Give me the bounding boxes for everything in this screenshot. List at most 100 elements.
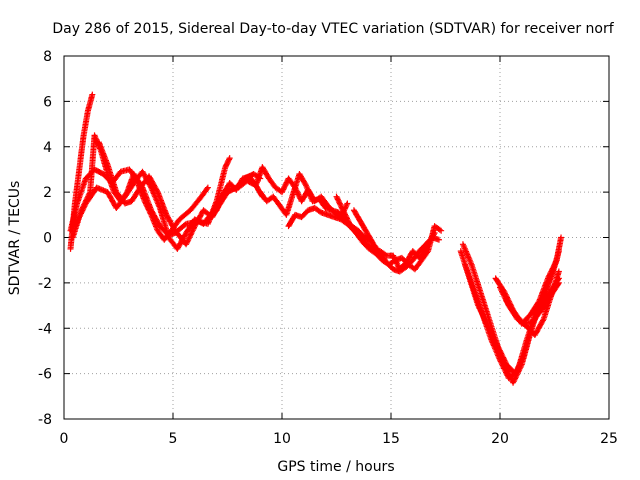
data-point [279,189,285,196]
data-point-run [513,312,526,326]
data-point [390,252,397,259]
data-point-run [266,176,278,190]
data-point-run [530,308,544,324]
data-point [333,193,340,200]
data-point-run [360,240,372,251]
data-point-run [80,109,91,137]
data-point-run [371,242,383,256]
data-point-run [469,263,483,294]
data-point [89,91,96,98]
y-tick-label: -4 [38,321,52,337]
data-point-run [114,190,128,206]
data-point-run [317,197,328,210]
data-point-run [155,190,169,217]
data-point [553,257,560,264]
data-point-run [417,242,428,253]
data-point-run [214,192,226,212]
data-point-run [528,299,542,317]
data-point-run [398,264,408,274]
data-point-run [340,208,352,226]
x-axis-label: GPS time / hours [277,459,394,475]
data-point-run [157,206,172,239]
data-point-run [271,195,282,208]
data-point-run [460,242,474,267]
data-point-run [286,213,298,228]
data-point-run [358,219,370,235]
data-point-run [76,134,87,171]
y-tick-label: 4 [43,140,52,156]
data-point-run [233,176,245,192]
grid [64,56,609,419]
data-series-track-p [503,279,562,327]
data-point-run [404,258,415,269]
data-point-run [504,299,518,317]
data-point-run [299,208,311,219]
data-point-run [545,258,559,280]
data-point-run [334,195,346,212]
data-point [438,227,445,234]
data-point-run [471,288,485,317]
y-tick-label: 0 [43,231,52,247]
data-point-run [260,165,272,181]
data-point [435,236,442,243]
data-point-run [410,249,422,262]
data-point-run [188,194,204,212]
y-axis-label: SDTVAR / TECUs [7,181,23,296]
data-point-run [177,208,193,222]
data-point-run [432,224,443,233]
data-point-run [105,163,119,194]
data-point [555,279,562,286]
data-point-run [92,167,105,177]
data-point-run [497,358,511,380]
data-point-run [146,174,160,194]
data-point-run [283,192,296,217]
data-point-run [351,208,363,224]
data-point [226,155,233,162]
data-point-run [208,208,219,219]
data-point-run [356,228,367,240]
data-point-run [477,290,492,321]
y-tick-label: -8 [38,412,52,428]
data-point-run [96,140,111,167]
data-series-track-a [67,91,96,252]
x-tick-label: 5 [169,431,178,447]
y-tick-label: -2 [38,276,52,292]
data-point-run [297,172,309,188]
data-point-run [488,338,503,362]
data-point-run [303,183,315,203]
data-point [555,248,562,255]
data-point-run [536,276,551,303]
data-points [67,91,565,386]
data-point [497,284,503,291]
data-point-run [183,217,197,235]
data-point-run [319,195,330,208]
data-point-run [384,260,396,272]
y-tick-label: 6 [43,94,52,110]
data-point-run [74,177,89,205]
data-point-run [183,224,198,246]
data-point-run [354,231,365,244]
x-tick-label: 0 [60,431,69,447]
data-point-run [313,205,323,215]
data-point-run [164,213,178,233]
data-point-run [199,185,210,199]
data-point-run [129,185,143,203]
data-point-run [140,186,154,212]
data-series-track-g [257,170,375,246]
data-point-run [547,281,562,299]
data-point-run [480,313,494,342]
data-point [555,268,562,275]
data-point-run [378,251,389,265]
data-point-run [367,246,378,256]
data-point [340,207,347,214]
data-point-run [173,228,189,247]
y-tick-label: -6 [38,367,52,383]
y-tick-label: 8 [43,49,52,65]
x-tick-label: 20 [491,431,509,447]
data-point-run [419,249,431,262]
data-point-run [192,208,206,228]
data-point [344,200,351,207]
x-tick-label: 25 [600,431,618,447]
data-point-run [72,201,89,228]
data-point-run [105,190,119,210]
